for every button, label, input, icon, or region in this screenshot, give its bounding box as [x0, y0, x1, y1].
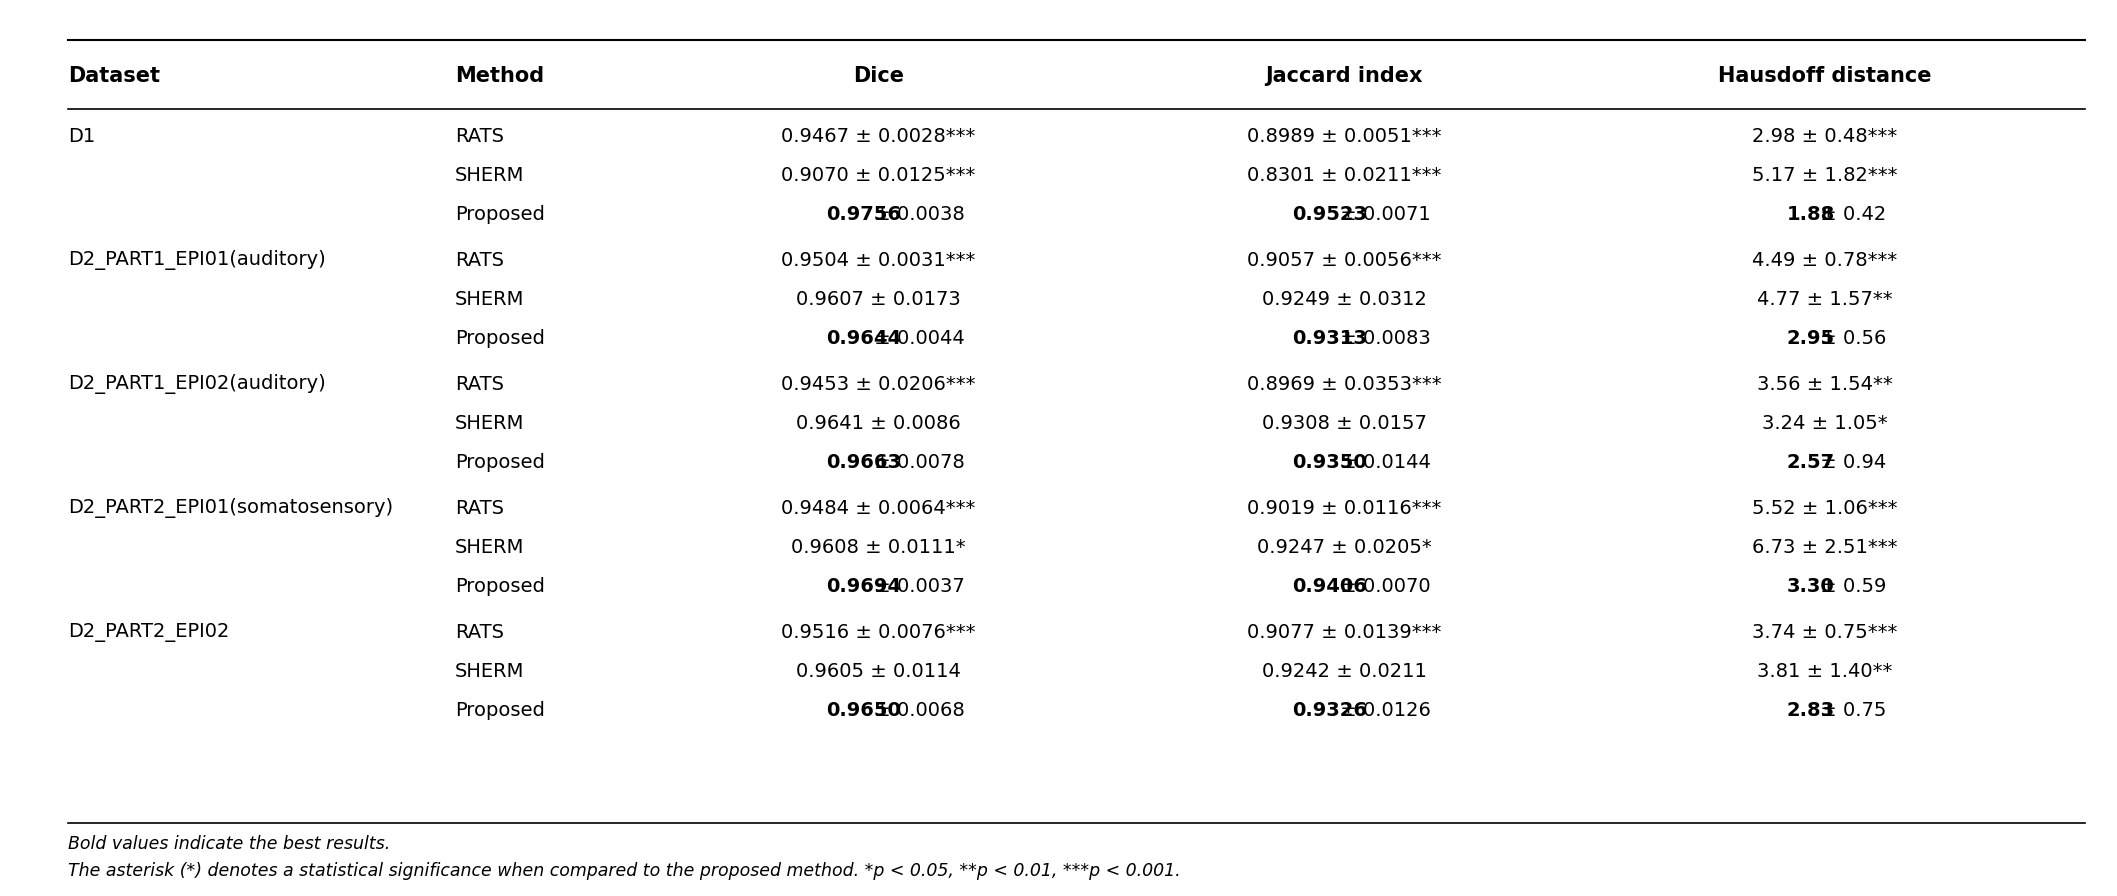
Text: 2.83: 2.83 — [1787, 701, 1835, 720]
Text: 0.9516 ± 0.0076***: 0.9516 ± 0.0076*** — [781, 623, 976, 642]
Text: 3.24 ± 1.05*: 3.24 ± 1.05* — [1761, 414, 1888, 433]
Text: 5.52 ± 1.06***: 5.52 ± 1.06*** — [1753, 499, 1897, 518]
Text: 0.9504 ± 0.0031***: 0.9504 ± 0.0031*** — [781, 251, 976, 270]
Text: 0.9326: 0.9326 — [1291, 701, 1368, 720]
Text: ± 0.0068: ± 0.0068 — [868, 701, 965, 720]
Text: 0.9484 ± 0.0064***: 0.9484 ± 0.0064*** — [781, 499, 976, 518]
Text: Proposed: Proposed — [455, 701, 544, 720]
Text: RATS: RATS — [455, 499, 504, 518]
Text: ± 0.0071: ± 0.0071 — [1334, 204, 1431, 224]
Text: ± 0.0083: ± 0.0083 — [1334, 329, 1431, 348]
Text: Hausdoff distance: Hausdoff distance — [1719, 66, 1931, 86]
Text: 3.74 ± 0.75***: 3.74 ± 0.75*** — [1753, 623, 1897, 642]
Text: Proposed: Proposed — [455, 452, 544, 472]
Text: ± 0.56: ± 0.56 — [1814, 329, 1886, 348]
Text: 3.81 ± 1.40**: 3.81 ± 1.40** — [1757, 662, 1893, 681]
Text: ± 0.94: ± 0.94 — [1814, 452, 1886, 472]
Text: D1: D1 — [68, 126, 95, 146]
Text: ± 0.0144: ± 0.0144 — [1334, 452, 1431, 472]
Text: D2_PART2_EPI02: D2_PART2_EPI02 — [68, 623, 229, 642]
Text: Dataset: Dataset — [68, 66, 159, 86]
Text: D2_PART1_EPI02(auditory): D2_PART1_EPI02(auditory) — [68, 375, 326, 394]
Text: 0.9607 ± 0.0173: 0.9607 ± 0.0173 — [796, 289, 961, 309]
Text: 0.9070 ± 0.0125***: 0.9070 ± 0.0125*** — [781, 166, 976, 185]
Text: ± 0.42: ± 0.42 — [1814, 204, 1886, 224]
Text: 0.9019 ± 0.0116***: 0.9019 ± 0.0116*** — [1247, 499, 1442, 518]
Text: 0.9057 ± 0.0056***: 0.9057 ± 0.0056*** — [1247, 251, 1442, 270]
Text: 0.9605 ± 0.0114: 0.9605 ± 0.0114 — [796, 662, 961, 681]
Text: SHERM: SHERM — [455, 289, 525, 309]
Text: ± 0.0126: ± 0.0126 — [1334, 701, 1431, 720]
Text: 0.9249 ± 0.0312: 0.9249 ± 0.0312 — [1262, 289, 1427, 309]
Text: Proposed: Proposed — [455, 577, 544, 596]
Text: ± 0.0078: ± 0.0078 — [868, 452, 965, 472]
Text: 2.95: 2.95 — [1787, 329, 1835, 348]
Text: Proposed: Proposed — [455, 204, 544, 224]
Text: ± 0.59: ± 0.59 — [1814, 577, 1886, 596]
Text: RATS: RATS — [455, 251, 504, 270]
Text: 0.9077 ± 0.0139***: 0.9077 ± 0.0139*** — [1247, 623, 1442, 642]
Text: 6.73 ± 2.51***: 6.73 ± 2.51*** — [1753, 538, 1897, 557]
Text: ± 0.0070: ± 0.0070 — [1334, 577, 1431, 596]
Text: SHERM: SHERM — [455, 662, 525, 681]
Text: The asterisk (*) denotes a statistical significance when compared to the propose: The asterisk (*) denotes a statistical s… — [68, 862, 1181, 880]
Text: 0.8301 ± 0.0211***: 0.8301 ± 0.0211*** — [1247, 166, 1442, 185]
Text: 2.98 ± 0.48***: 2.98 ± 0.48*** — [1753, 126, 1897, 146]
Text: 0.9247 ± 0.0205*: 0.9247 ± 0.0205* — [1257, 538, 1431, 557]
Text: 4.49 ± 0.78***: 4.49 ± 0.78*** — [1753, 251, 1897, 270]
Text: 0.9406: 0.9406 — [1291, 577, 1368, 596]
Text: 0.9608 ± 0.0111*: 0.9608 ± 0.0111* — [792, 538, 965, 557]
Text: 0.8989 ± 0.0051***: 0.8989 ± 0.0051*** — [1247, 126, 1442, 146]
Text: Dice: Dice — [853, 66, 904, 86]
Text: 0.9694: 0.9694 — [826, 577, 902, 596]
Text: 0.9523: 0.9523 — [1291, 204, 1368, 224]
Text: ± 0.0044: ± 0.0044 — [868, 329, 965, 348]
Text: Method: Method — [455, 66, 544, 86]
Text: 4.77 ± 1.57**: 4.77 ± 1.57** — [1757, 289, 1893, 309]
Text: 1.88: 1.88 — [1787, 204, 1835, 224]
Text: 2.57: 2.57 — [1787, 452, 1835, 472]
Text: 5.17 ± 1.82***: 5.17 ± 1.82*** — [1753, 166, 1897, 185]
Text: SHERM: SHERM — [455, 414, 525, 433]
Text: 0.9644: 0.9644 — [826, 329, 902, 348]
Text: 0.8969 ± 0.0353***: 0.8969 ± 0.0353*** — [1247, 375, 1442, 394]
Text: ± 0.0038: ± 0.0038 — [868, 204, 965, 224]
Text: Bold values indicate the best results.: Bold values indicate the best results. — [68, 835, 390, 853]
Text: 0.9313: 0.9313 — [1291, 329, 1368, 348]
Text: 0.9641 ± 0.0086: 0.9641 ± 0.0086 — [796, 414, 961, 433]
Text: 0.9650: 0.9650 — [826, 701, 902, 720]
Text: RATS: RATS — [455, 126, 504, 146]
Text: ± 0.75: ± 0.75 — [1814, 701, 1886, 720]
Text: SHERM: SHERM — [455, 166, 525, 185]
Text: RATS: RATS — [455, 375, 504, 394]
Text: 0.9308 ± 0.0157: 0.9308 ± 0.0157 — [1262, 414, 1427, 433]
Text: SHERM: SHERM — [455, 538, 525, 557]
Text: D2_PART2_EPI01(somatosensory): D2_PART2_EPI01(somatosensory) — [68, 498, 394, 519]
Text: 0.9350: 0.9350 — [1291, 452, 1368, 472]
Text: Proposed: Proposed — [455, 329, 544, 348]
Text: ± 0.0037: ± 0.0037 — [868, 577, 965, 596]
Text: 0.9756: 0.9756 — [826, 204, 902, 224]
Text: 3.56 ± 1.54**: 3.56 ± 1.54** — [1757, 375, 1893, 394]
Text: 3.30: 3.30 — [1787, 577, 1833, 596]
Text: RATS: RATS — [455, 623, 504, 642]
Text: 0.9453 ± 0.0206***: 0.9453 ± 0.0206*** — [781, 375, 976, 394]
Text: D2_PART1_EPI01(auditory): D2_PART1_EPI01(auditory) — [68, 250, 326, 271]
Text: 0.9663: 0.9663 — [826, 452, 902, 472]
Text: 0.9467 ± 0.0028***: 0.9467 ± 0.0028*** — [781, 126, 976, 146]
Text: 0.9242 ± 0.0211: 0.9242 ± 0.0211 — [1262, 662, 1427, 681]
Text: Jaccard index: Jaccard index — [1266, 66, 1423, 86]
